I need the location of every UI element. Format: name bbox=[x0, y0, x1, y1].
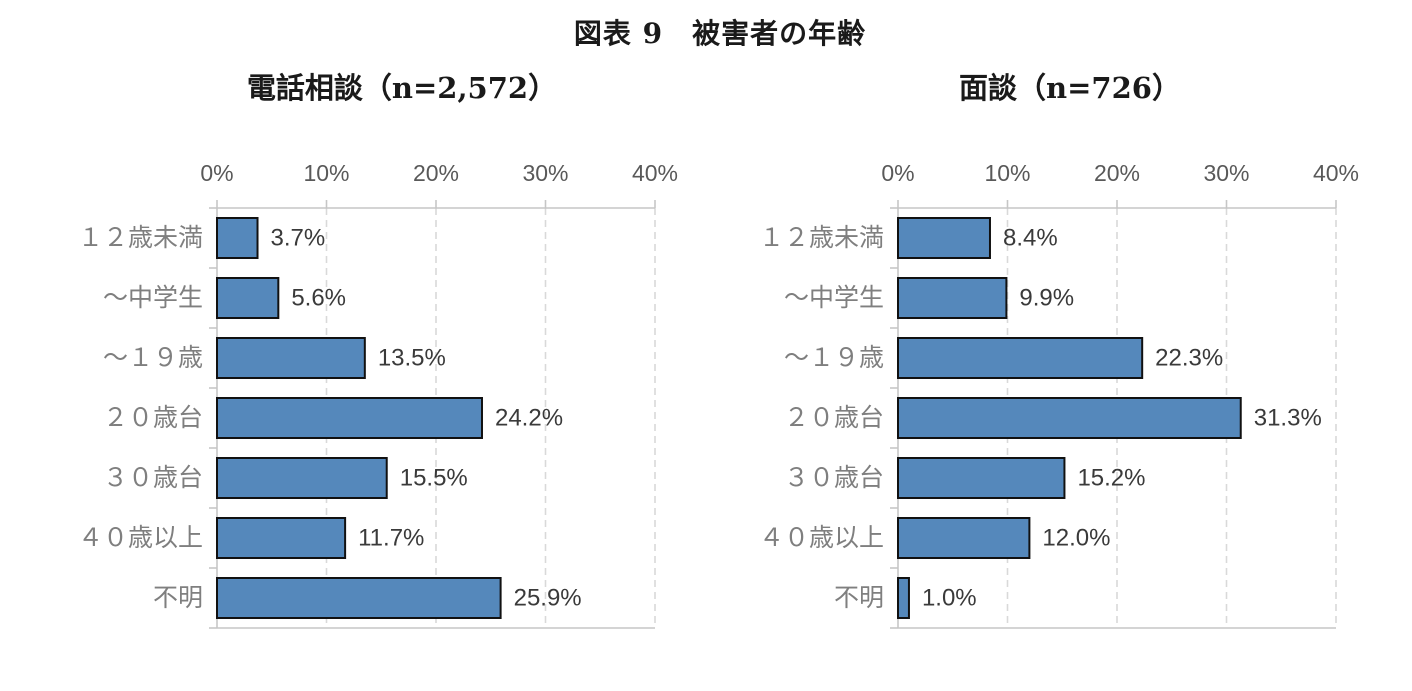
x-axis-tick-label: 40% bbox=[632, 160, 678, 186]
category-label: ～１９歳 bbox=[103, 344, 203, 372]
category-label: ３０歳台 bbox=[103, 464, 203, 492]
bar bbox=[216, 577, 502, 619]
bar bbox=[897, 457, 1066, 499]
figure-title: 図表 9 被害者の年齢 bbox=[573, 17, 867, 50]
bar bbox=[216, 517, 347, 559]
bar-chart-interview: 0% 10% 20% 30% 40% １２歳未満 8.4% ～中学生 9.9% ～１９歳 22.3%… bbox=[708, 138, 1398, 640]
bar bbox=[897, 577, 910, 619]
category-label: ～中学生 bbox=[784, 284, 884, 312]
value-label: 15.5% bbox=[400, 465, 468, 492]
value-label: 11.7% bbox=[358, 525, 424, 552]
category-label: １２歳未満 bbox=[759, 224, 884, 252]
x-axis-tick-label: 20% bbox=[413, 160, 459, 186]
x-axis-tick-label: 20% bbox=[1094, 160, 1140, 186]
bar bbox=[216, 277, 280, 319]
x-axis-tick-label: 10% bbox=[303, 160, 349, 186]
chart-plot-area: 0% 10% 20% 30% 40% １２歳未満 8.4% ～中学生 9.9% ～１９歳 22.3%… bbox=[759, 160, 1359, 629]
category-label: ３０歳台 bbox=[784, 464, 884, 492]
chart-subtitle: 面談（n=726） bbox=[959, 71, 1181, 105]
bar bbox=[216, 457, 388, 499]
category-label: ２０歳台 bbox=[103, 404, 203, 432]
bar bbox=[216, 337, 366, 379]
value-label: 22.3% bbox=[1155, 345, 1223, 372]
x-axis-tick-label: 30% bbox=[1203, 160, 1249, 186]
value-label: 3.7% bbox=[271, 225, 326, 252]
bar bbox=[897, 337, 1144, 379]
x-axis-tick-label: 0% bbox=[881, 160, 914, 186]
x-axis-tick-label: 10% bbox=[984, 160, 1030, 186]
value-label: 13.5% bbox=[378, 345, 446, 372]
value-label: 15.2% bbox=[1077, 465, 1145, 492]
category-label: ～１９歳 bbox=[784, 344, 884, 372]
bar bbox=[897, 517, 1031, 559]
x-axis-tick-label: 0% bbox=[200, 160, 233, 186]
category-label: ～中学生 bbox=[103, 284, 203, 312]
bar-chart-telephone: 0% 10% 20% 30% 40% １２歳未満 3.7% ～中学生 5.6% ～１９歳 13.5%… bbox=[27, 138, 717, 640]
x-axis-tick-label: 30% bbox=[522, 160, 568, 186]
value-label: 5.6% bbox=[291, 285, 346, 312]
value-label: 24.2% bbox=[495, 405, 563, 432]
chart-interview: 面談（n=726） 0% 10% 20% 30% 40% １２歳未満 8.4% ～中学生 9.9… bbox=[708, 64, 1398, 640]
chart-subtitle: 電話相談（n=2,572） bbox=[246, 71, 558, 105]
chart-plot-area: 0% 10% 20% 30% 40% １２歳未満 3.7% ～中学生 5.6% ～１９歳 13.5%… bbox=[78, 160, 678, 629]
bar bbox=[897, 397, 1242, 439]
category-label: ４０歳以上 bbox=[78, 524, 203, 552]
value-label: 1.0% bbox=[922, 585, 977, 612]
chart-telephone-consultation: 電話相談（n=2,572） 0% 10% 20% 30% 40% １２歳未満 3.7% ～中学… bbox=[27, 64, 717, 640]
value-label: 31.3% bbox=[1254, 405, 1322, 432]
x-axis-tick-label: 40% bbox=[1313, 160, 1359, 186]
category-label: ２０歳台 bbox=[784, 404, 884, 432]
bar bbox=[897, 277, 1008, 319]
category-label: 不明 bbox=[153, 584, 203, 612]
value-label: 12.0% bbox=[1042, 525, 1110, 552]
bar bbox=[216, 217, 259, 259]
bar bbox=[216, 397, 483, 439]
category-label: １２歳未満 bbox=[78, 224, 203, 252]
value-label: 25.9% bbox=[514, 585, 582, 612]
value-label: 8.4% bbox=[1003, 225, 1058, 252]
category-label: 不明 bbox=[834, 584, 884, 612]
value-label: 9.9% bbox=[1019, 285, 1074, 312]
category-label: ４０歳以上 bbox=[759, 524, 884, 552]
bar bbox=[897, 217, 991, 259]
